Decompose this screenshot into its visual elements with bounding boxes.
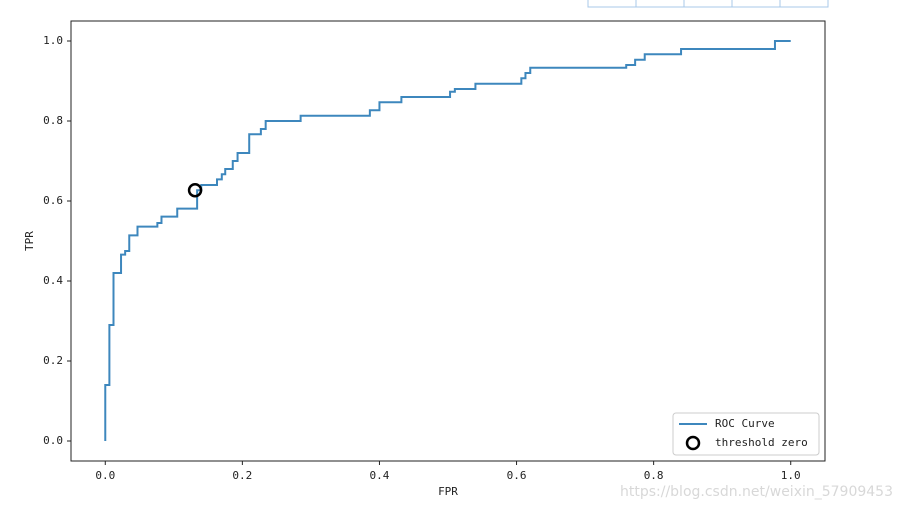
y-tick-label: 0.2 bbox=[43, 354, 63, 367]
x-tick-label: 0.0 bbox=[95, 469, 115, 482]
y-tick-label: 0.6 bbox=[43, 194, 63, 207]
threshold-point bbox=[187, 182, 203, 198]
legend-marker bbox=[685, 435, 701, 451]
y-axis-label: TPR bbox=[23, 231, 36, 251]
y-tick-label: 0.0 bbox=[43, 434, 63, 447]
roc-line bbox=[104, 40, 791, 441]
x-tick-label: 0.2 bbox=[232, 469, 252, 482]
x-tick-label: 0.4 bbox=[370, 469, 390, 482]
plot-frame bbox=[70, 20, 826, 462]
y-tick-label: 0.4 bbox=[43, 274, 63, 287]
watermark: https://blog.csdn.net/weixin_57909453 bbox=[620, 484, 893, 500]
legend-box bbox=[672, 412, 820, 456]
legend-label: ROC Curve bbox=[715, 417, 775, 430]
header-cells bbox=[587, 0, 829, 8]
x-tick-label: 1.0 bbox=[781, 469, 801, 482]
x-tick-label: 0.8 bbox=[644, 469, 664, 482]
legend-label: threshold zero bbox=[715, 436, 808, 449]
x-axis-label: FPR bbox=[438, 485, 458, 498]
y-tick-label: 1.0 bbox=[43, 34, 63, 47]
y-tick-label: 0.8 bbox=[43, 114, 63, 127]
x-tick-label: 0.6 bbox=[507, 469, 527, 482]
